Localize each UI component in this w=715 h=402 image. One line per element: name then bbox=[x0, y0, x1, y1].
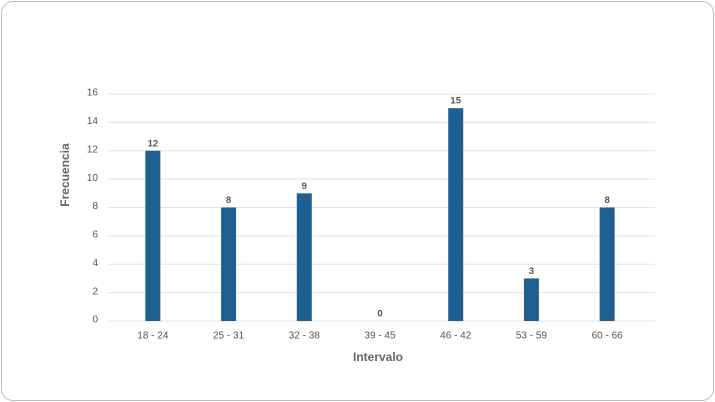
y-tick-label: 8 bbox=[92, 201, 98, 212]
value-label: 9 bbox=[302, 181, 307, 192]
bar bbox=[523, 278, 539, 321]
x-tick-label: 39 - 45 bbox=[364, 331, 396, 342]
value-label: 0 bbox=[377, 309, 382, 320]
x-axis-title: Intervalo bbox=[353, 350, 403, 364]
value-label: 8 bbox=[604, 195, 609, 206]
x-tick-label: 32 - 38 bbox=[289, 331, 321, 342]
value-label: 12 bbox=[148, 138, 159, 149]
bar bbox=[296, 193, 312, 321]
y-tick-label: 0 bbox=[92, 315, 98, 326]
y-tick-label: 14 bbox=[87, 116, 99, 127]
value-label: 15 bbox=[450, 96, 461, 107]
y-tick-label: 4 bbox=[92, 258, 98, 269]
y-tick-label: 10 bbox=[87, 173, 99, 184]
x-tick-label: 46 - 42 bbox=[440, 331, 472, 342]
value-label: 3 bbox=[529, 266, 534, 277]
x-tick-label: 18 - 24 bbox=[137, 331, 169, 342]
bar bbox=[145, 150, 161, 321]
bar bbox=[221, 207, 237, 321]
y-tick-label: 16 bbox=[87, 88, 99, 99]
bar bbox=[448, 108, 464, 321]
x-tick-label: 60 - 66 bbox=[592, 331, 624, 342]
bar bbox=[599, 207, 615, 321]
y-tick-label: 2 bbox=[92, 286, 98, 297]
x-tick-label: 25 - 31 bbox=[213, 331, 245, 342]
y-tick-label: 12 bbox=[87, 144, 99, 155]
value-label: 8 bbox=[226, 195, 231, 206]
x-tick-label: 53 - 59 bbox=[516, 331, 548, 342]
y-tick-label: 6 bbox=[92, 230, 98, 241]
y-axis-title: Frecuencia bbox=[58, 143, 72, 207]
